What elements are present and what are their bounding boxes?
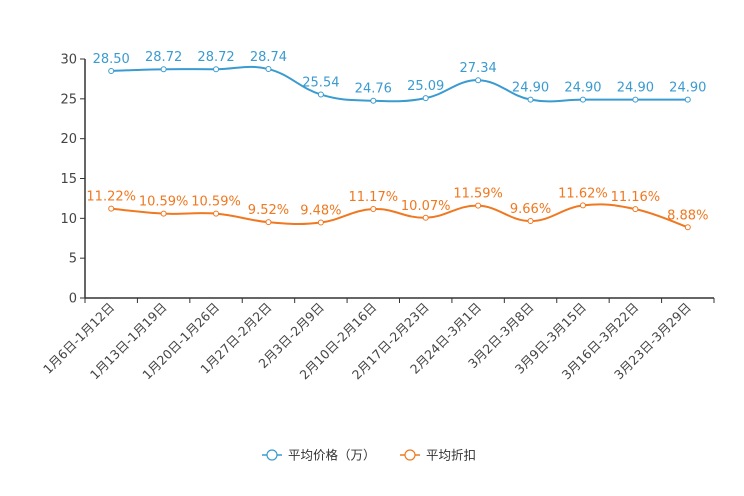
data-point (527, 218, 534, 225)
legend-marker-icon (404, 449, 416, 461)
series-1: 28.50 28.72 28.72 28.74 25.54 24.76 25.09 27.34… (93, 50, 706, 104)
data-point (160, 210, 167, 217)
x-axis-ticks: 1月6日-1月12日1月13日-1月19日1月20日-1月26日1月27日-2月… (40, 298, 715, 382)
data-label: 28.74 (250, 50, 287, 65)
y-tick-label: 25 (60, 92, 77, 107)
data-label: 24.90 (564, 81, 601, 96)
data-point (579, 96, 586, 103)
data-label: 24.90 (669, 81, 706, 96)
data-point (265, 66, 272, 73)
data-point (108, 67, 115, 74)
data-point (317, 219, 324, 226)
data-label: 28.72 (145, 50, 182, 65)
series-line (111, 65, 688, 103)
data-point (527, 96, 534, 103)
data-point (370, 97, 377, 104)
data-label: 24.90 (512, 81, 549, 96)
data-label: 11.22% (86, 190, 136, 205)
series-line (111, 203, 689, 229)
data-point (213, 210, 220, 217)
data-label: 8.88% (667, 208, 708, 223)
data-point (422, 214, 429, 221)
y-tick-label: 10 (60, 212, 77, 227)
data-point (632, 96, 639, 103)
data-label: 25.54 (302, 76, 339, 91)
data-point (265, 219, 272, 226)
data-label: 28.50 (93, 52, 130, 67)
legend-label: 平均价格（万） (288, 448, 376, 463)
data-label: 9.66% (510, 202, 551, 217)
data-label: 11.62% (558, 186, 608, 201)
data-point (370, 206, 377, 213)
data-label: 10.59% (191, 195, 241, 210)
series-2: 11.22% 10.59% 10.59%9.52% 9.48%11.17%10.07%… (86, 186, 708, 231)
data-label: 9.52% (248, 203, 289, 218)
legend-item-1[interactable]: 平均价格（万） (262, 448, 376, 463)
data-point (422, 95, 429, 102)
data-point (632, 206, 639, 213)
data-label: 11.16% (611, 190, 661, 205)
data-label: 11.59% (453, 187, 503, 202)
data-label: 10.07% (401, 199, 451, 214)
data-point (579, 202, 586, 209)
data-point (213, 66, 220, 73)
data-point (475, 202, 482, 209)
data-label: 25.09 (407, 79, 444, 94)
data-point (160, 66, 167, 73)
legend-label: 平均折扣 (426, 448, 476, 463)
y-tick-label: 5 (69, 252, 77, 267)
data-point (108, 205, 115, 212)
legend: 平均价格（万） 平均折扣 (262, 448, 476, 463)
y-tick-label: 30 (60, 53, 77, 68)
data-point (684, 96, 691, 103)
data-label: 11.17% (349, 190, 399, 205)
data-label: 24.76 (355, 82, 392, 97)
data-label: 9.48% (300, 203, 341, 218)
legend-marker-icon (266, 449, 278, 461)
series-layer: 28.50 28.72 28.72 28.74 25.54 24.76 25.09 27.34… (86, 50, 708, 231)
data-label: 24.90 (617, 81, 654, 96)
legend-item-2[interactable]: 平均折扣 (400, 448, 476, 463)
data-point (684, 224, 691, 231)
data-label: 27.34 (460, 61, 497, 76)
data-point (317, 91, 324, 98)
data-label: 28.72 (197, 50, 234, 65)
y-axis-ticks: 0 5 10 15 20 25 30 (60, 53, 85, 307)
data-label: 10.59% (139, 195, 189, 210)
y-tick-label: 0 (69, 292, 77, 307)
y-tick-label: 20 (60, 132, 77, 147)
data-point (475, 77, 482, 84)
y-tick-label: 15 (60, 172, 77, 187)
